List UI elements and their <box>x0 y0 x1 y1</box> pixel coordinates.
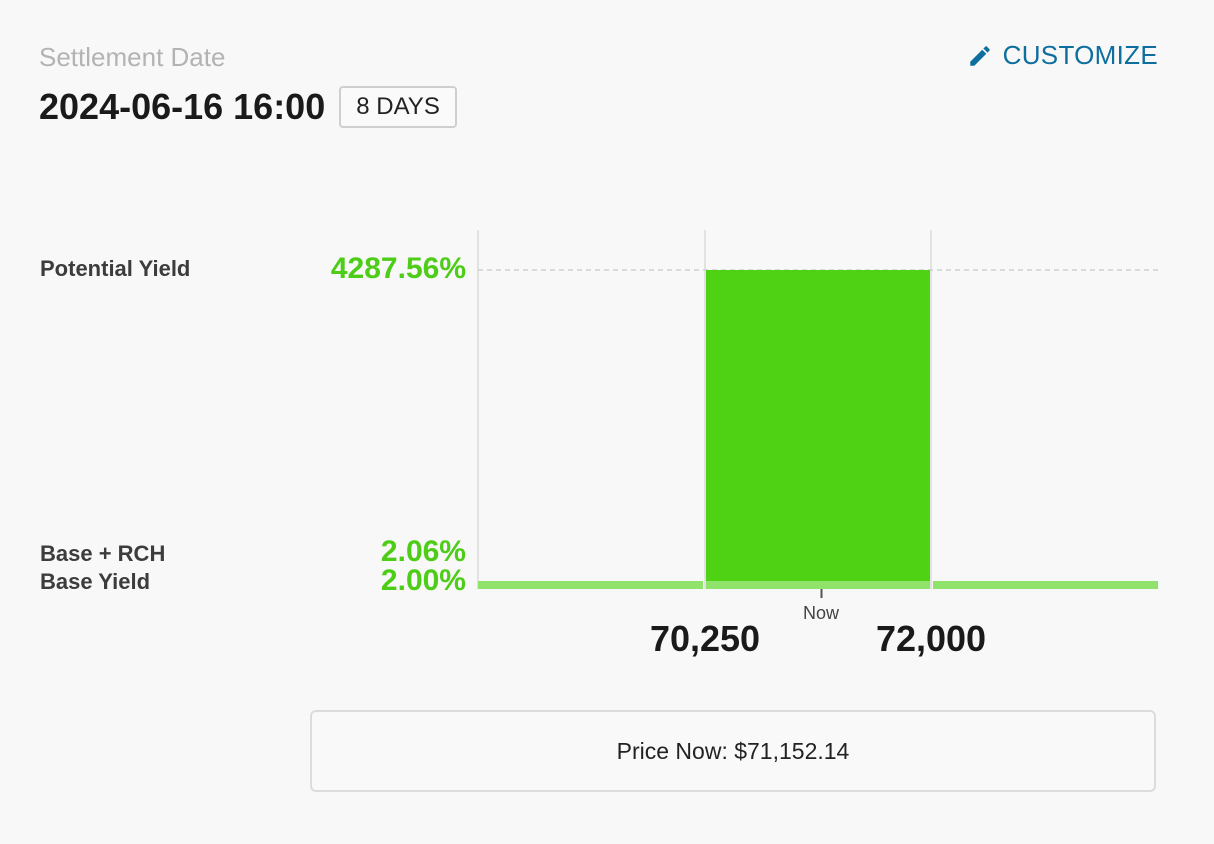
now-marker-label: Now <box>802 603 840 623</box>
customize-button[interactable]: CUSTOMIZE <box>967 40 1158 71</box>
bar-in-range <box>706 270 930 589</box>
price-now-box: Price Now: $71,152.14 <box>310 710 1156 792</box>
x-tick-high: 72,000 <box>875 618 987 659</box>
base-yield-label: Base Yield <box>40 569 151 594</box>
pencil-icon <box>967 43 993 69</box>
settlement-date-value: 2024-06-16 16:00 <box>39 86 326 127</box>
days-remaining-badge: 8 DAYS <box>339 86 457 128</box>
customize-label: CUSTOMIZE <box>1002 40 1158 70</box>
x-tick-low: 70,250 <box>649 618 761 659</box>
bar-below-range <box>478 581 703 589</box>
settlement-date-row: 2024-06-16 16:00 8 DAYS <box>39 86 457 128</box>
base-rch-value: 2.06% <box>380 535 466 568</box>
bar-above-range <box>933 581 1158 589</box>
base-rch-label: Base + RCH <box>40 541 166 566</box>
bar-in-range-base <box>706 581 930 589</box>
base-yield-value: 2.00% <box>380 564 466 597</box>
potential-yield-value: 4287.56% <box>330 252 466 285</box>
price-now-text: Price Now: $71,152.14 <box>616 737 850 764</box>
settlement-date-label: Settlement Date <box>39 42 226 72</box>
potential-yield-label: Potential Yield <box>40 256 191 281</box>
yield-chart <box>477 230 1158 598</box>
